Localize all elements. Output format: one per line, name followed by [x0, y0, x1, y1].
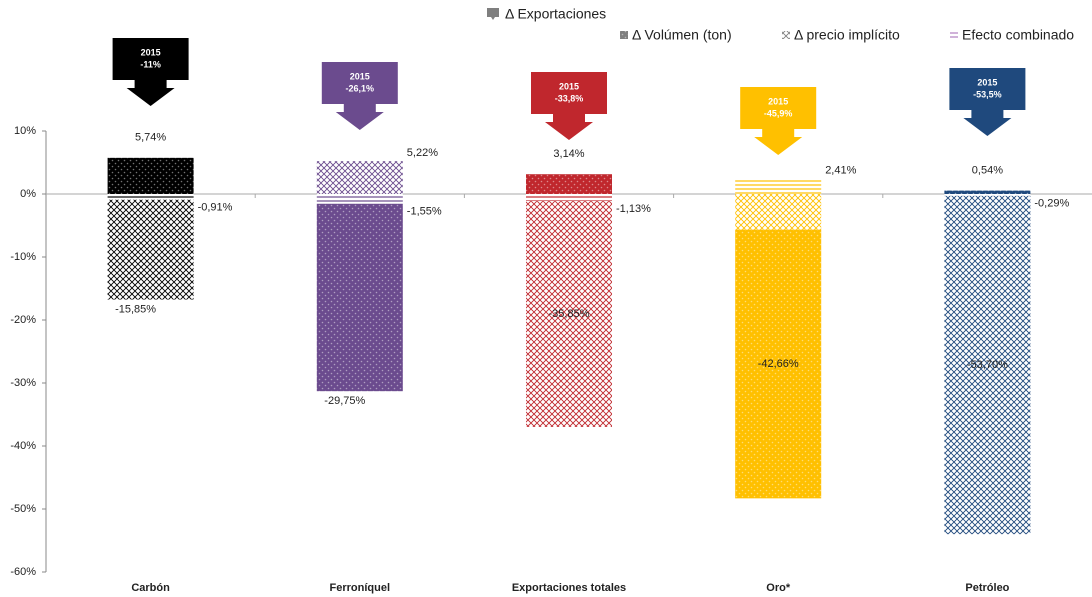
data-label: -1,13% — [616, 203, 651, 215]
bar-segment — [526, 201, 612, 427]
bar-segment — [107, 194, 194, 200]
data-label: -0,91% — [198, 202, 233, 214]
legend-label: Δ Volúmen (ton) — [632, 27, 732, 43]
data-label: 5,22% — [407, 147, 438, 159]
data-label: 3,14% — [553, 148, 584, 160]
callout — [321, 62, 398, 130]
bar-segment — [735, 229, 822, 499]
data-label: -42,66% — [758, 358, 799, 370]
legend-icon — [487, 8, 499, 20]
bar-segment — [316, 161, 403, 194]
bar-segment — [944, 190, 1031, 194]
data-label: 0,54% — [972, 165, 1003, 177]
callout-label: -53,5% — [973, 89, 1002, 99]
callout-year: 2015 — [141, 47, 161, 57]
callout-year: 2015 — [559, 81, 579, 91]
y-tick-label: -40% — [10, 440, 36, 452]
legend-title: Δ Exportaciones — [505, 6, 606, 22]
callout — [740, 87, 817, 155]
legend-swatch — [782, 31, 790, 39]
y-tick-label: -30% — [10, 377, 36, 389]
callout-year: 2015 — [768, 96, 788, 106]
x-tick-label: Ferroníquel — [330, 582, 391, 594]
bar-segment — [526, 174, 612, 194]
data-label: -1,55% — [407, 206, 442, 218]
data-label: 2,41% — [825, 165, 856, 177]
callout-label: -45,9% — [764, 108, 793, 118]
x-tick-label: Petróleo — [965, 582, 1009, 594]
callout — [112, 38, 189, 106]
legend-swatch — [620, 31, 628, 39]
legend-label: Δ precio implícito — [794, 27, 900, 43]
data-label: -15,85% — [115, 303, 156, 315]
y-tick-label: -60% — [10, 566, 36, 578]
bar-segment — [944, 195, 1031, 535]
callout-year: 2015 — [977, 77, 997, 87]
callout-label: -33,8% — [555, 93, 584, 103]
data-label: -29,75% — [324, 395, 365, 407]
data-label: 5,74% — [135, 132, 166, 144]
y-tick-label: 0% — [20, 188, 36, 200]
bar-segment — [735, 194, 822, 230]
callout — [949, 68, 1026, 136]
x-tick-label: Exportaciones totales — [512, 582, 626, 594]
bar-segment — [107, 199, 194, 300]
data-label: -35,85% — [549, 308, 590, 320]
callout-year: 2015 — [350, 71, 370, 81]
x-tick-label: Carbón — [131, 582, 170, 594]
y-tick-label: -20% — [10, 314, 36, 326]
callout — [531, 72, 607, 140]
y-tick-label: -50% — [10, 503, 36, 515]
bar-segment — [526, 194, 612, 202]
legend-label: Efecto combinado — [962, 27, 1074, 43]
legend-swatch — [950, 31, 958, 39]
y-tick-label: 10% — [14, 125, 36, 137]
bar-segment — [735, 178, 822, 194]
bar-segment — [316, 203, 403, 392]
callout-label: -26,1% — [346, 83, 375, 93]
bar-segment — [316, 194, 403, 204]
y-tick-label: -10% — [10, 251, 36, 263]
data-label: -53,70% — [967, 359, 1008, 371]
callout-label: -11% — [140, 59, 161, 69]
bar-segment — [944, 194, 1031, 196]
bar-segment — [107, 157, 194, 194]
data-label: -0,29% — [1034, 198, 1069, 210]
x-tick-label: Oro* — [766, 582, 791, 594]
